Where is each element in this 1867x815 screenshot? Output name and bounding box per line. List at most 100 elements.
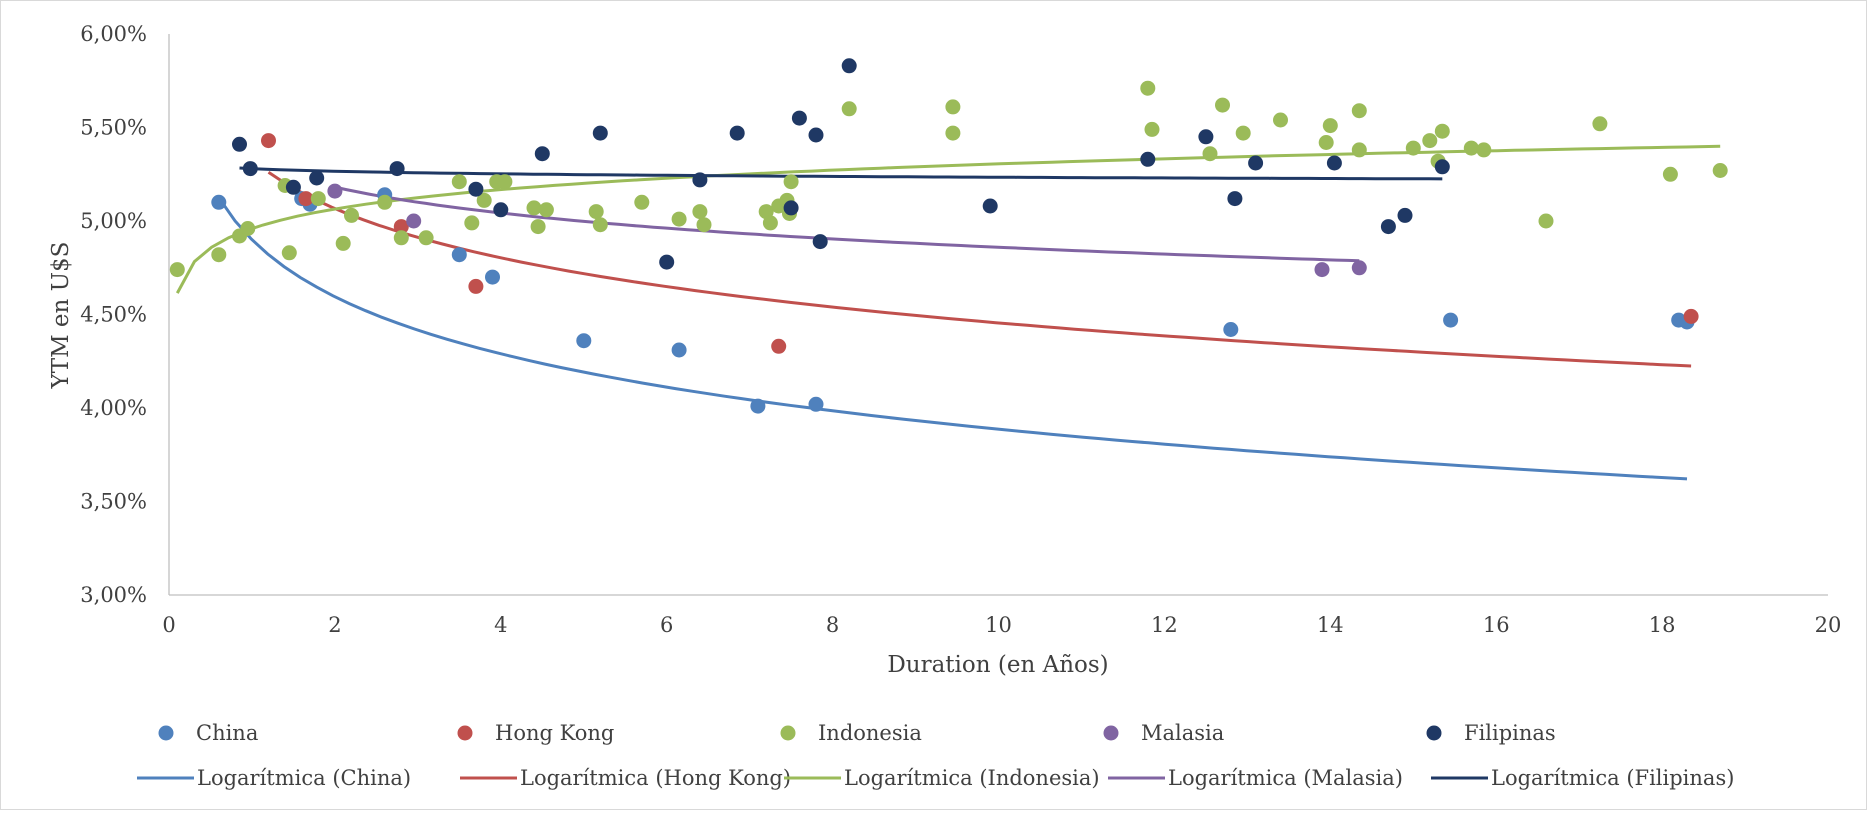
point-indonesia	[169, 262, 185, 278]
point-indonesia	[1662, 166, 1678, 182]
point-indonesia	[281, 245, 297, 261]
x-tick-label: 20	[1815, 613, 1842, 637]
point-filipinas	[659, 254, 675, 270]
point-indonesia	[451, 174, 467, 190]
point-indonesia	[1463, 140, 1479, 156]
point-filipinas	[1248, 155, 1264, 171]
point-indonesia	[634, 194, 650, 210]
point-indonesia	[1592, 116, 1608, 132]
point-indonesia	[464, 215, 480, 231]
point-indonesia	[526, 200, 542, 216]
point-indonesia	[1235, 125, 1251, 141]
point-filipinas	[1198, 129, 1214, 145]
y-axis-title: YTM en U$S	[48, 242, 74, 390]
point-filipinas	[232, 136, 247, 152]
point-indonesia	[1202, 146, 1218, 162]
point-indonesia	[1144, 121, 1160, 137]
legend-label-indonesia: Indonesia	[818, 721, 922, 745]
point-indonesia	[476, 192, 492, 208]
point-indonesia	[762, 215, 778, 231]
point-indonesia	[344, 207, 359, 223]
x-tick-label: 16	[1483, 613, 1510, 637]
point-filipinas	[1380, 219, 1396, 235]
point-indonesia	[1712, 163, 1728, 178]
point-indonesia	[841, 101, 857, 117]
legend-label-logar-tmica-indonesia: Logarítmica (Indonesia)	[844, 766, 1100, 790]
point-filipinas	[534, 146, 550, 162]
point-indonesia	[530, 219, 546, 235]
point-indonesia	[497, 174, 513, 190]
point-indonesia	[692, 204, 708, 220]
point-indonesia	[1215, 97, 1230, 113]
x-tick-label: 14	[1317, 613, 1344, 637]
point-filipinas	[783, 200, 799, 216]
point-indonesia	[393, 230, 409, 246]
y-tick-label: 3,50%	[80, 490, 147, 514]
legend-label-china: China	[196, 721, 258, 745]
point-malasia	[1314, 262, 1330, 278]
point-indonesia	[945, 125, 961, 141]
point-filipinas	[389, 161, 405, 177]
point-hong-kong	[1683, 308, 1699, 324]
x-tick-label: 10	[985, 613, 1012, 637]
point-filipinas	[982, 198, 998, 214]
legend-label-logar-tmica-china: Logarítmica (China)	[197, 766, 411, 790]
point-indonesia	[211, 247, 227, 263]
trendline-logar-tmica-indonesia	[175, 144, 1721, 294]
legend-label-hong-kong: Hong Kong	[495, 721, 614, 745]
legend-label-filipinas: Filipinas	[1464, 721, 1556, 745]
point-indonesia	[758, 204, 774, 220]
y-tick-label: 4,50%	[80, 303, 147, 327]
legend-label-logar-tmica-malasia: Logarítmica (Malasia)	[1168, 766, 1403, 790]
point-hong-kong	[771, 338, 787, 354]
point-indonesia	[538, 202, 554, 218]
point-china	[1443, 312, 1459, 328]
point-indonesia	[310, 191, 326, 207]
point-indonesia	[1476, 142, 1492, 158]
point-indonesia	[240, 221, 256, 236]
y-tick-label: 6,00%	[80, 22, 147, 46]
data-points-group	[169, 58, 1728, 414]
point-malasia	[406, 213, 422, 229]
legend-label-logar-tmica-filipinas: Logarítmica (Filipinas)	[1491, 766, 1734, 790]
point-indonesia	[1273, 112, 1288, 128]
legend-label-logar-tmica-hong-kong: Logarítmica (Hong Kong)	[520, 766, 791, 790]
point-filipinas	[1434, 159, 1450, 175]
trendline-logar-tmica-filipinas	[239, 166, 1443, 181]
point-china	[808, 396, 824, 412]
point-filipinas	[1140, 151, 1156, 167]
point-filipinas	[841, 58, 857, 74]
point-china	[451, 247, 467, 263]
point-indonesia	[335, 235, 351, 251]
point-china	[750, 398, 766, 414]
point-china	[671, 342, 687, 358]
point-indonesia	[1422, 133, 1438, 149]
y-tick-label: 5,50%	[80, 116, 147, 140]
x-tick-labels: 0 2 4 6 8 10 12 14 16 18 20	[162, 613, 1841, 637]
x-tick-label: 0	[162, 613, 175, 637]
point-china	[576, 333, 592, 349]
point-indonesia	[696, 217, 712, 233]
point-indonesia	[1351, 142, 1367, 158]
point-hong-kong	[261, 133, 276, 149]
point-indonesia	[1140, 80, 1156, 96]
point-china	[485, 269, 500, 285]
legend-marker-malasia	[1103, 725, 1119, 741]
x-tick-label: 6	[660, 613, 673, 637]
point-filipinas	[493, 202, 509, 218]
point-filipinas	[242, 161, 258, 177]
legend-label-malasia: Malasia	[1141, 721, 1224, 745]
y-tick-label: 4,00%	[80, 396, 147, 420]
point-indonesia	[945, 99, 961, 115]
legend-marker-indonesia	[780, 725, 796, 741]
point-hong-kong	[393, 219, 409, 235]
point-filipinas	[692, 172, 708, 188]
point-filipinas	[808, 127, 824, 143]
point-hong-kong	[468, 278, 484, 294]
point-indonesia	[418, 230, 434, 246]
legend-marker-filipinas	[1426, 725, 1442, 741]
point-filipinas	[468, 181, 484, 197]
point-filipinas	[1397, 207, 1413, 223]
